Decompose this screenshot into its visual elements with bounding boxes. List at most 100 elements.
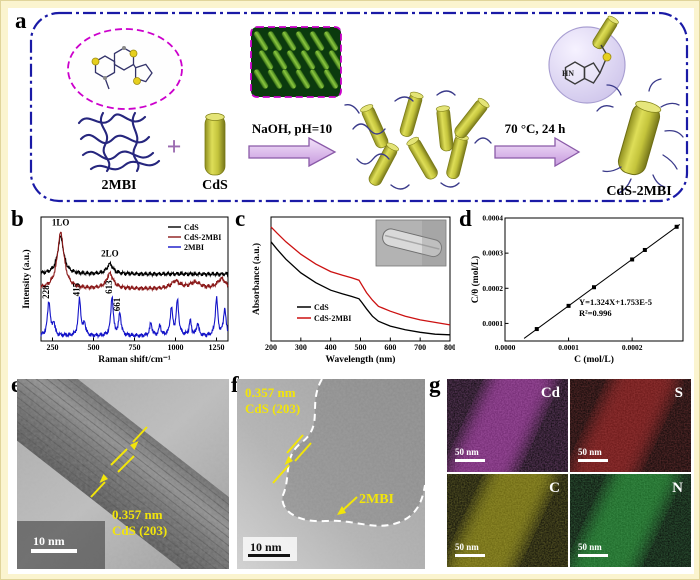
panel-label-a: a xyxy=(15,8,27,33)
dspacing-arrowhead-f xyxy=(284,456,293,465)
tem-image-f: 0.357 nm CdS (203) 2MBI 10 nm xyxy=(237,379,425,569)
svg-text:228: 228 xyxy=(41,285,51,299)
cluster-rod xyxy=(368,142,399,186)
plus-sign: + xyxy=(167,132,182,161)
svg-text:400: 400 xyxy=(325,343,337,352)
rod-polymer-cluster xyxy=(360,91,490,186)
svg-text:C (mol/L): C (mol/L) xyxy=(574,354,614,365)
scalebar-label-f: 10 nm xyxy=(250,540,282,554)
plane-label-f: CdS (203) xyxy=(245,401,300,416)
atom-dot xyxy=(103,76,107,80)
svg-text:0.0002: 0.0002 xyxy=(622,343,643,352)
svg-text:CdS: CdS xyxy=(184,223,199,232)
svg-text:800: 800 xyxy=(444,343,455,352)
2mbi-squiggles xyxy=(77,111,161,173)
map-scalebar xyxy=(578,554,608,557)
map-scalebar-label: 50 nm xyxy=(578,542,602,552)
cluster-rod xyxy=(435,105,454,152)
tem-image-e: 0.357 nm CdS (203) 10 nm xyxy=(17,379,229,569)
sulfur-atoms xyxy=(91,49,141,85)
map-scalebar-label: 50 nm xyxy=(455,542,479,552)
arrow1-label: NaOH, pH=10 xyxy=(252,121,332,136)
atom-dot xyxy=(122,46,126,50)
nanorod-array-inset xyxy=(250,26,342,98)
scalebar-e xyxy=(31,549,77,553)
svg-text:0.0001: 0.0001 xyxy=(482,319,503,328)
svg-text:0.0000: 0.0000 xyxy=(495,343,516,352)
adsorption-chart: 0.0000 0.0001 0.0002 0.0001 0.0002 0.0003 0.00… xyxy=(470,214,684,365)
eds-maps-grid: Cd 50 nm S 50 nm C 50 nm N 50 nm xyxy=(447,379,691,567)
cluster-rod xyxy=(399,91,424,137)
svg-text:2LO: 2LO xyxy=(101,249,119,259)
svg-text:Wavelength (nm): Wavelength (nm) xyxy=(326,354,396,365)
mini-rod xyxy=(592,15,619,50)
svg-text:Y=1.324X+1.753E-5: Y=1.324X+1.753E-5 xyxy=(579,297,652,307)
product-rod xyxy=(596,78,684,194)
dspacing-label-f: 0.357 nm xyxy=(245,385,296,400)
svg-text:200: 200 xyxy=(265,343,277,352)
svg-text:415: 415 xyxy=(72,282,82,296)
eds-map-cd: Cd 50 nm xyxy=(447,379,568,472)
sulfur-atom xyxy=(602,52,612,62)
svg-text:500: 500 xyxy=(87,343,99,352)
svg-text:Raman shift/cm⁻¹: Raman shift/cm⁻¹ xyxy=(98,355,171,365)
eds-map-n: N 50 nm xyxy=(570,474,691,567)
svg-text:613: 613 xyxy=(104,280,114,294)
cluster-squiggles xyxy=(344,90,492,190)
panel-label-g: g xyxy=(429,372,441,397)
hn-label: HN xyxy=(562,69,574,78)
molecule-ball-inset: HN xyxy=(548,15,626,104)
map-scalebar xyxy=(455,459,485,462)
scalebar-label-e: 10 nm xyxy=(33,534,65,548)
svg-text:300: 300 xyxy=(295,343,307,352)
svg-text:CdS-2MBI: CdS-2MBI xyxy=(314,314,351,323)
product-label: CdS-2MBI xyxy=(606,184,671,199)
svg-text:2MBI: 2MBI xyxy=(184,243,204,252)
scheme-border xyxy=(29,11,689,203)
svg-text:0.0001: 0.0001 xyxy=(558,343,579,352)
svg-text:CdS: CdS xyxy=(314,303,329,312)
uvvis-chart: 200 300 400 500 600 700 800 Wavelength (nm) Abso… xyxy=(251,216,455,365)
cluster-rod xyxy=(454,97,490,139)
svg-text:C/θ (mol/L): C/θ (mol/L) xyxy=(470,256,481,303)
scalebar-f xyxy=(248,554,290,557)
product-squiggles xyxy=(596,78,684,194)
eds-map-c: C 50 nm xyxy=(447,474,568,567)
coating-arrow-shaft xyxy=(342,496,358,511)
dark-region xyxy=(17,521,105,569)
dspacing-arrowheads-e xyxy=(99,441,139,483)
dspacing-label-e: 0.357 nm xyxy=(112,507,163,522)
reaction-arrow-1 xyxy=(248,136,337,168)
map-scalebar-label: 50 nm xyxy=(455,447,479,457)
coating-label: 2MBI xyxy=(359,492,394,507)
svg-text:661: 661 xyxy=(112,297,122,311)
benzimidazole-structure xyxy=(564,44,608,85)
reactant1-label: 2MBI xyxy=(102,178,137,193)
map-element-label: C xyxy=(549,480,560,496)
coating-arrowhead xyxy=(337,506,346,515)
svg-text:250: 250 xyxy=(46,343,58,352)
svg-text:1250: 1250 xyxy=(209,343,225,352)
map-scalebar xyxy=(578,459,608,462)
panel-label-f: f xyxy=(231,372,239,397)
cds-rod xyxy=(204,112,226,176)
plane-label-e: CdS (203) xyxy=(112,523,167,538)
svg-text:750: 750 xyxy=(129,343,141,352)
molecule-cloud xyxy=(67,28,183,110)
svg-text:0.0003: 0.0003 xyxy=(482,249,503,258)
eds-map-s: S 50 nm xyxy=(570,379,691,472)
map-element-label: Cd xyxy=(541,385,561,401)
map-scalebar xyxy=(455,554,485,557)
svg-text:Intensity (a.u.): Intensity (a.u.) xyxy=(21,249,32,308)
map-scalebar-label: 50 nm xyxy=(578,447,602,457)
map-element-label: N xyxy=(672,480,683,496)
panel-label-c: c xyxy=(235,206,246,231)
svg-text:1LO: 1LO xyxy=(52,218,70,228)
svg-text:600: 600 xyxy=(384,343,396,352)
panel-label-d: d xyxy=(459,206,472,231)
reaction-arrow-2 xyxy=(494,136,581,168)
coating-outline xyxy=(281,379,425,527)
dspacing-marks-e xyxy=(90,426,148,498)
svg-text:0.0002: 0.0002 xyxy=(482,284,503,293)
